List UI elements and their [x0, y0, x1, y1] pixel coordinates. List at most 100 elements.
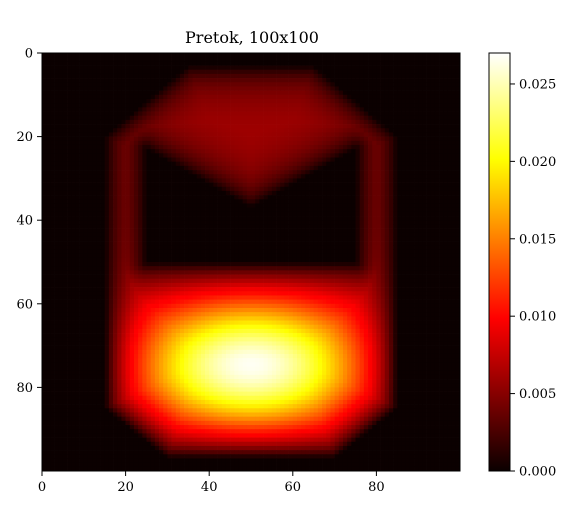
heatmap-cell [447, 216, 452, 221]
heatmap-cell [401, 94, 407, 100]
heatmap-cell [409, 224, 415, 229]
heatmap-cell [351, 157, 356, 163]
heatmap-cell [267, 98, 273, 104]
heatmap-cell [384, 178, 390, 183]
heatmap-cell [342, 65, 348, 71]
heatmap-cell [150, 220, 156, 225]
heatmap-cell [129, 98, 135, 104]
heatmap-cell [146, 199, 152, 204]
heatmap-cell [317, 253, 323, 259]
heatmap-cell [334, 157, 340, 163]
heatmap-cell [138, 216, 143, 221]
heatmap-cell [100, 182, 106, 188]
heatmap-cell [184, 182, 189, 188]
heatmap-cell [430, 165, 436, 171]
heatmap-cell [330, 144, 335, 150]
heatmap-cell [430, 69, 436, 75]
heatmap-cell [439, 140, 444, 146]
heatmap-cell [54, 241, 60, 246]
heatmap-cell [363, 178, 369, 183]
heatmap-cell [405, 161, 411, 167]
heatmap-cell [259, 249, 264, 254]
heatmap-cell [430, 203, 436, 209]
heatmap-cell [347, 78, 352, 83]
heatmap-cell [159, 220, 164, 225]
heatmap-cell [338, 211, 344, 217]
heatmap-cell [276, 161, 281, 167]
heatmap-cell [426, 149, 432, 154]
heatmap-cell [67, 257, 72, 263]
heatmap-cell [62, 73, 68, 79]
heatmap-cell [79, 195, 85, 200]
heatmap-cell [133, 190, 139, 196]
heatmap-cell [46, 232, 51, 238]
heatmap-cell [317, 111, 323, 117]
heatmap-cell [276, 98, 281, 104]
heatmap-cell [434, 140, 440, 146]
heatmap-cell [242, 57, 248, 62]
heatmap-cell [50, 203, 55, 209]
heatmap-cell [313, 153, 319, 158]
heatmap-cell [221, 57, 227, 62]
heatmap-cell [100, 190, 106, 196]
heatmap-cell [305, 224, 310, 229]
heatmap-cell [296, 53, 302, 58]
heatmap-cell [401, 199, 407, 204]
heatmap-cell [225, 186, 231, 192]
heatmap-cell [251, 107, 256, 112]
heatmap-cell [62, 249, 68, 254]
heatmap-cell [213, 82, 218, 87]
heatmap-cell [142, 157, 147, 163]
heatmap-cell [317, 174, 323, 179]
heatmap-cell [351, 115, 356, 121]
heatmap-cell [163, 65, 168, 71]
heatmap-cell [405, 132, 411, 137]
heatmap-cell [46, 186, 51, 192]
heatmap-cell [326, 124, 331, 129]
heatmap-cell [276, 136, 281, 142]
heatmap-cell [58, 186, 64, 192]
heatmap-cell [83, 199, 89, 204]
heatmap-cell [255, 165, 260, 171]
heatmap-cell [351, 132, 356, 137]
heatmap-cell [263, 245, 269, 250]
heatmap-cell [447, 153, 452, 158]
heatmap-cell [397, 157, 402, 163]
heatmap-cell [255, 190, 260, 196]
heatmap-cell [447, 157, 452, 163]
heatmap-cell [71, 186, 76, 192]
heatmap-cell [230, 157, 235, 163]
heatmap-cell [142, 170, 147, 175]
heatmap-cell [263, 241, 269, 246]
heatmap-cell [280, 119, 285, 125]
heatmap-cell [251, 128, 256, 133]
heatmap-cell [167, 94, 172, 100]
heatmap-cell [393, 115, 398, 121]
heatmap-cell [309, 170, 315, 175]
heatmap-cell [154, 124, 160, 129]
heatmap-cell [296, 119, 302, 125]
heatmap-cell [430, 124, 436, 129]
heatmap-cell [401, 161, 407, 167]
heatmap-cell [380, 86, 386, 91]
heatmap-cell [217, 203, 223, 209]
heatmap-cell [322, 186, 327, 192]
heatmap-cell [326, 174, 331, 179]
heatmap-cell [242, 232, 248, 238]
heatmap-cell [75, 182, 80, 188]
heatmap-cell [213, 220, 218, 225]
heatmap-cell [338, 178, 344, 183]
heatmap-cell [217, 211, 223, 217]
heatmap-cell [221, 203, 227, 209]
heatmap-cell [322, 132, 327, 137]
heatmap-cell [334, 69, 340, 75]
heatmap-cell [58, 224, 64, 229]
heatmap-cell [46, 195, 51, 200]
heatmap-cell [288, 199, 294, 204]
heatmap-cell [246, 65, 252, 71]
heatmap-cell [418, 186, 423, 192]
heatmap-cell [292, 170, 298, 175]
heatmap-cell [213, 78, 218, 83]
heatmap-cell [230, 199, 235, 204]
heatmap-cell [58, 57, 64, 62]
